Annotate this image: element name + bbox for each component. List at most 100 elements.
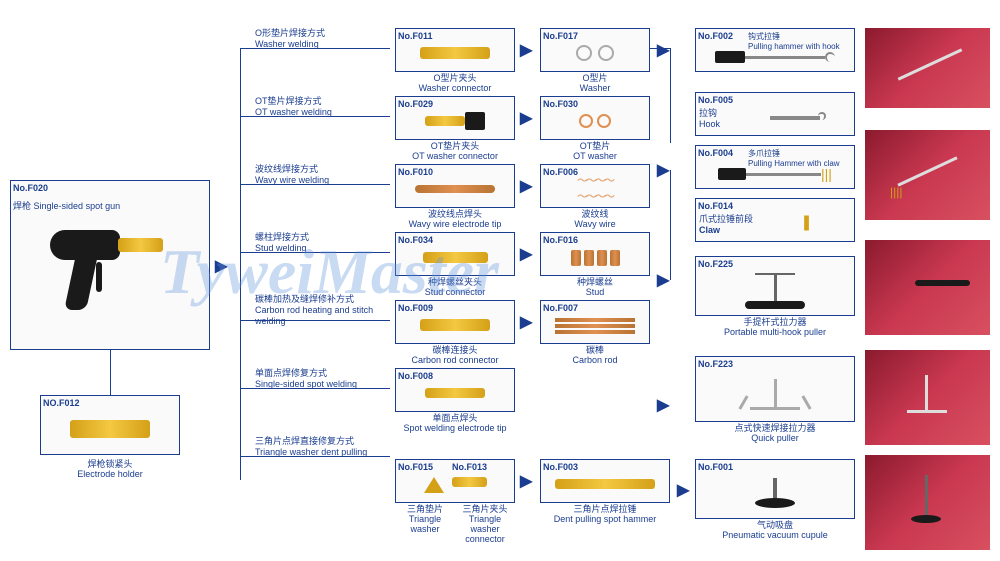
f017-cap: O型片Washer	[540, 74, 650, 94]
f006-no: No.F006	[543, 167, 578, 177]
hl1	[240, 48, 390, 49]
c: 拉钩	[699, 106, 720, 119]
e2: Triangle washer connector	[455, 515, 515, 545]
box-f223: No.F223	[695, 356, 855, 422]
stud-icon	[571, 250, 620, 266]
multihook-icon	[745, 273, 805, 309]
m7cn: 三角片点焊直接修复方式	[255, 436, 385, 447]
gun-cn: 焊枪	[13, 201, 31, 211]
hl6	[240, 388, 390, 389]
e: Washer connector	[395, 84, 515, 94]
carbon-rod-icon	[555, 318, 635, 334]
holder-en: Electrode holder	[40, 470, 180, 480]
box-f002: No.F002 钩式拉锤Pulling hammer with hook	[695, 28, 855, 72]
triangle-icons	[424, 477, 487, 493]
m4cn: 螺柱焊接方式	[255, 232, 309, 243]
f030-cap: OT垫片OT washer	[540, 142, 650, 162]
e: OT washer	[540, 152, 650, 162]
e: OT washer connector	[395, 152, 515, 162]
hl5	[240, 320, 390, 321]
m5cn: 碳棒加热及缝焊修补方式	[255, 294, 385, 305]
f034-no: No.F034	[398, 235, 433, 245]
box-f004: No.F004 多爪拉锤Pulling Hammer with claw |||	[695, 145, 855, 189]
claw-icon: ||||	[803, 214, 808, 232]
method-7: 三角片点焊直接修复方式Triangle washer dent pulling	[255, 436, 385, 458]
e: Pulling Hammer with claw	[748, 159, 840, 168]
box-f030: No.F030	[540, 96, 650, 140]
f015-f013-cap: 三角垫片Triangle washer 三角片夹头Triangle washer…	[395, 505, 515, 545]
e: Stud	[540, 288, 650, 298]
box-spot-gun: No.F020 焊枪 Single-sided spot gun	[10, 180, 210, 350]
m5en: Carbon rod heating and stitch welding	[255, 305, 385, 327]
f002-no: No.F002	[698, 31, 733, 41]
vacuum-icon	[755, 478, 795, 508]
arrow-icon: ▶	[520, 40, 532, 60]
arrow-icon: ▶	[657, 40, 669, 60]
f029-no: No.F029	[398, 99, 433, 109]
f006-cap: 波纹线Wavy wire	[540, 210, 650, 230]
holder-caption: 焊枪锁紧头 Electrode holder	[40, 460, 180, 480]
hl2	[240, 116, 390, 117]
m3cn: 波纹线焊接方式	[255, 164, 329, 175]
m6cn: 单面点焊修复方式	[255, 368, 357, 379]
demo-f002	[865, 28, 990, 108]
e: Pulling hammer with hook	[748, 42, 840, 51]
gun-en: Single-sided spot gun	[34, 201, 121, 211]
f011-cap: O型片夹头Washer connector	[395, 74, 515, 94]
box-f001: No.F001	[695, 459, 855, 519]
arrow-icon: ▶	[520, 471, 532, 491]
hl4	[240, 252, 390, 253]
f223-cap: 点式快速焊接拉力器Quick puller	[695, 424, 855, 444]
f003-cap: 三角片点焊拉锤Dent pulling spot hammer	[540, 505, 670, 525]
brace1	[670, 48, 671, 143]
main-vline	[240, 48, 241, 480]
method-2: OT垫片焊接方式OT washer welding	[255, 96, 332, 118]
f005-no: No.F005	[698, 95, 733, 105]
f009-cap: 碳棒连接头Carbon rod connector	[395, 346, 515, 366]
f010-cap: 波纹线点焊头Wavy wire electrode tip	[395, 210, 515, 230]
holder-no: NO.F012	[43, 398, 80, 408]
e: Carbon rod connector	[395, 356, 515, 366]
method-6: 单面点焊修复方式Single-sided spot welding	[255, 368, 357, 390]
arrow-icon: ▶	[520, 108, 532, 128]
demo-f001	[865, 455, 990, 550]
c: 爪式拉锤前段	[699, 212, 753, 225]
arrow-icon: ▶	[215, 256, 227, 276]
f008-no: No.F008	[398, 371, 433, 381]
e: Stud connector	[395, 288, 515, 298]
f225-no: No.F225	[698, 259, 733, 269]
f010-no: No.F010	[398, 167, 433, 177]
ot-washer-icon	[579, 114, 611, 128]
box-f003: No.F003	[540, 459, 670, 503]
stud-connector-icon	[423, 252, 488, 263]
box-f007: No.F007	[540, 300, 650, 344]
wavy-tip-icon	[415, 185, 495, 193]
f004-no: No.F004	[698, 148, 733, 158]
f002-lbl: 钩式拉锤Pulling hammer with hook	[748, 31, 840, 51]
c: 多爪拉锤	[748, 149, 780, 158]
f003-no: No.F003	[543, 462, 578, 472]
box-f017: No.F017	[540, 28, 650, 72]
box-electrode-holder: NO.F012	[40, 395, 180, 455]
method-5: 碳棒加热及缝焊修补方式Carbon rod heating and stitch…	[255, 294, 385, 326]
demo-f225	[865, 240, 990, 335]
e: Hook	[699, 119, 720, 129]
box-f008: No.F008	[395, 368, 515, 412]
c: 钩式拉锤	[748, 32, 780, 41]
hook-icon	[770, 116, 820, 120]
f008-cap: 单面点焊头Spot welding electrode tip	[395, 414, 515, 434]
box-f006: No.F006〜〜〜〜〜〜〜〜	[540, 164, 650, 208]
arrow-icon: ▶	[677, 480, 689, 500]
washer-connector-icon	[420, 47, 490, 59]
f009-no: No.F009	[398, 303, 433, 313]
box-f034: No.F034	[395, 232, 515, 276]
e: Quick puller	[695, 434, 855, 444]
m1cn: O形垫片焊接方式	[255, 28, 325, 39]
f007-no: No.F007	[543, 303, 578, 313]
dent-hammer-icon	[555, 479, 655, 489]
claw-hammer-icon: |||	[718, 168, 832, 180]
e: Carbon rod	[540, 356, 650, 366]
box-f014: No.F014 爪式拉锤前段Claw ||||	[695, 198, 855, 242]
f030-no: No.F030	[543, 99, 578, 109]
f005-lbl: 拉钩Hook	[699, 106, 720, 129]
